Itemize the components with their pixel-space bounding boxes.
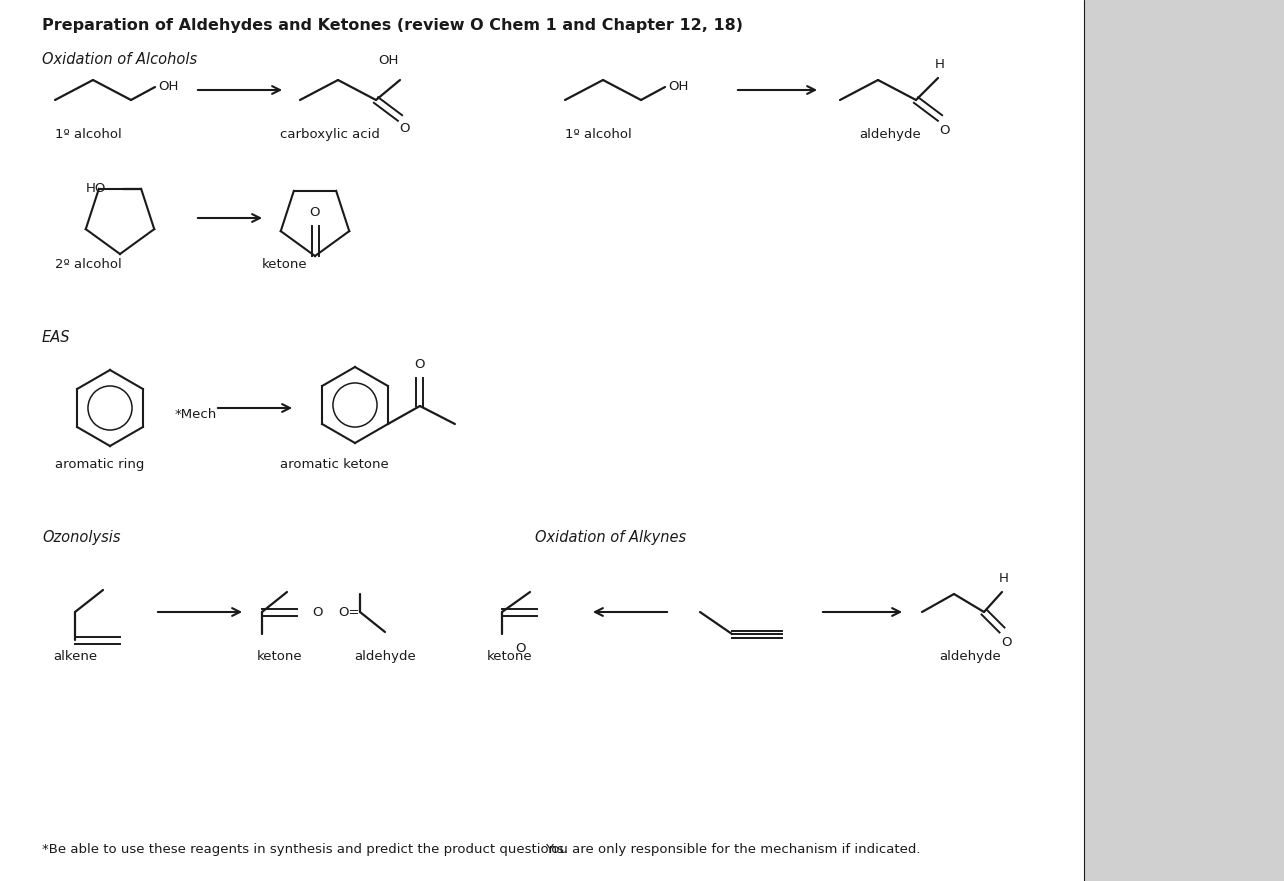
Text: O: O [415, 358, 425, 371]
Text: O: O [939, 123, 949, 137]
Text: O: O [399, 122, 410, 135]
Text: aromatic ring: aromatic ring [55, 458, 144, 471]
Text: 1º alcohol: 1º alcohol [55, 128, 122, 141]
Text: aldehyde: aldehyde [859, 128, 921, 141]
Text: aromatic ketone: aromatic ketone [280, 458, 389, 471]
Text: carboxylic acid: carboxylic acid [280, 128, 380, 141]
Text: Ozonolysis: Ozonolysis [42, 530, 121, 545]
Text: alkene: alkene [53, 650, 98, 663]
Text: Preparation of Aldehydes and Ketones (review O Chem 1 and Chapter 12, 18): Preparation of Aldehydes and Ketones (re… [42, 18, 743, 33]
Text: aldehyde: aldehyde [354, 650, 416, 663]
Text: ketone: ketone [487, 650, 533, 663]
Text: O: O [515, 642, 525, 655]
Text: O: O [312, 605, 322, 618]
Text: OH: OH [158, 80, 178, 93]
Text: *Mech: *Mech [175, 409, 217, 421]
Text: Oxidation of Alcohols: Oxidation of Alcohols [42, 52, 198, 67]
Text: You are only responsible for the mechanism if indicated.: You are only responsible for the mechani… [544, 843, 921, 856]
Text: HO: HO [86, 182, 107, 196]
Text: H: H [999, 572, 1009, 584]
Text: *Be able to use these reagents in synthesis and predict the product questions.: *Be able to use these reagents in synthe… [42, 843, 568, 856]
Text: H: H [935, 57, 945, 70]
Text: OH: OH [377, 54, 398, 66]
Text: EAS: EAS [42, 330, 71, 345]
Text: OH: OH [668, 80, 688, 93]
Text: O: O [309, 205, 320, 218]
Text: ketone: ketone [262, 258, 308, 271]
Text: 2º alcohol: 2º alcohol [55, 258, 122, 271]
Text: ketone: ketone [257, 650, 303, 663]
Bar [1084, 0, 1284, 881]
Text: O: O [1000, 635, 1012, 648]
Text: 1º alcohol: 1º alcohol [565, 128, 632, 141]
Text: Oxidation of Alkynes: Oxidation of Alkynes [535, 530, 686, 545]
Text: aldehyde: aldehyde [939, 650, 1000, 663]
Text: O=: O= [339, 605, 360, 618]
